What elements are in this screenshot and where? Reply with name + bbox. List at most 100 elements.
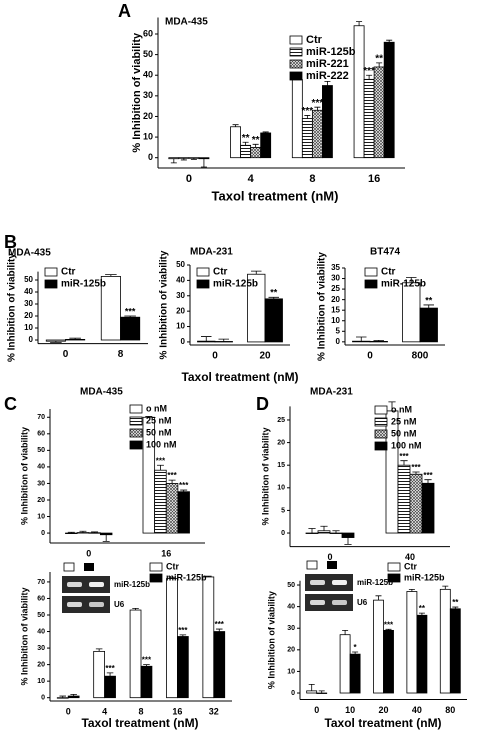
bar	[322, 85, 333, 159]
y-tick-label: 20	[37, 497, 45, 504]
significance-label: **	[252, 135, 260, 146]
y-tick-label: 20	[176, 306, 185, 315]
significance-label: ***	[215, 620, 225, 629]
legend-label: 50 nM	[146, 427, 172, 437]
x-tick-label: 0	[212, 351, 218, 362]
bar	[311, 109, 323, 159]
legend-label: 50 nM	[391, 428, 417, 438]
legend-swatch	[44, 279, 58, 289]
legend-label: miR-125b	[306, 46, 356, 58]
error-bar	[145, 416, 153, 418]
y-tick-label: 40	[176, 275, 185, 284]
y-axis-label: % Inhibition of viability	[260, 428, 270, 526]
error-bar	[376, 62, 383, 67]
bar	[305, 532, 319, 534]
y-tick-label: 0	[336, 337, 341, 346]
gel-image	[305, 574, 353, 591]
bar	[129, 609, 142, 699]
significance-label: ***	[302, 106, 314, 117]
bar	[363, 78, 375, 159]
y-tick-label: 60	[143, 28, 153, 38]
x-axis-label: Taxol treatment (nM)	[324, 716, 441, 730]
legend-label: 25 nM	[146, 415, 172, 425]
x-tick-label: 40	[412, 705, 422, 715]
y-tick-label: 20	[37, 661, 45, 668]
bar	[165, 483, 179, 534]
y-tick-label: 5	[336, 326, 341, 335]
legend-swatch	[289, 59, 303, 69]
bar	[349, 653, 361, 694]
significance-label: ***	[167, 471, 177, 480]
y-tick-label: 10	[287, 668, 295, 675]
legend-swatch	[289, 71, 303, 81]
significance-label: ***	[125, 306, 136, 316]
gel-band	[310, 600, 325, 605]
bar	[373, 599, 384, 694]
significance-label: **	[452, 598, 459, 607]
error-bar	[132, 607, 139, 611]
x-tick-label: 32	[209, 706, 219, 716]
bar	[188, 157, 200, 159]
legend-label: miR-222	[306, 70, 349, 82]
x-tick-label: 0	[186, 173, 192, 185]
error-bar	[79, 530, 87, 533]
error-bar	[308, 528, 316, 534]
legend-swatch	[196, 267, 210, 277]
bar	[339, 634, 351, 694]
legend-swatch	[374, 417, 388, 427]
x-tick-label: 8	[138, 706, 143, 716]
y-tick-label: 10	[277, 485, 285, 492]
y-tick-label: 50	[287, 582, 295, 589]
bar	[168, 157, 180, 160]
error-bar	[412, 471, 420, 475]
panel-letter: C	[4, 394, 17, 414]
legend-swatch	[149, 562, 163, 572]
bar	[198, 157, 210, 160]
legend-label: miR-125b	[213, 279, 258, 290]
x-tick-label: 4	[248, 173, 255, 185]
x-axis-label: Taxol treatment (nM)	[212, 188, 339, 203]
x-tick-label: 80	[445, 705, 455, 715]
gel-image	[62, 596, 110, 613]
bar	[341, 532, 355, 538]
y-tick-label: 40	[287, 603, 295, 610]
y-tick-label: 30	[331, 274, 340, 283]
error-bar	[180, 158, 187, 161]
significance-label: ***	[399, 452, 409, 461]
error-bar	[386, 39, 393, 43]
y-tick-label: 10	[331, 316, 340, 325]
x-tick-label: 0	[314, 705, 319, 715]
y-tick-label: 40	[24, 287, 33, 296]
chart-title: BT474	[370, 247, 400, 258]
x-axis-label: Taxol treatment (nM)	[181, 370, 298, 384]
error-bar	[388, 401, 396, 411]
bar	[140, 665, 153, 699]
error-bar	[318, 690, 325, 694]
y-axis-label: % Inhibition of viability	[159, 250, 170, 359]
legend-swatch	[374, 441, 388, 451]
legend-label: miR-221	[306, 58, 349, 70]
chart-title: MDA-231	[190, 247, 233, 258]
bar	[416, 614, 428, 694]
y-tick-label: 25	[331, 284, 340, 293]
error-bar	[366, 74, 373, 80]
error-bar	[252, 143, 259, 148]
bar	[45, 339, 66, 342]
y-tick-label: 0	[41, 695, 45, 702]
error-bar	[423, 304, 434, 309]
inset-label: U6	[114, 600, 125, 609]
error-bar	[314, 106, 321, 111]
gel-band	[89, 582, 104, 587]
bar	[301, 118, 313, 159]
y-tick-label: 50	[37, 612, 45, 619]
x-tick-label: 0	[63, 349, 69, 360]
bar	[383, 629, 394, 694]
significance-label: ***	[156, 456, 166, 465]
error-bar	[67, 531, 75, 534]
bar	[419, 307, 438, 343]
error-bar	[59, 695, 67, 698]
x-tick-label: 40	[405, 552, 415, 562]
y-tick-label: 60	[37, 595, 45, 602]
legend-label: o nM	[391, 404, 412, 414]
error-bar	[268, 296, 279, 299]
